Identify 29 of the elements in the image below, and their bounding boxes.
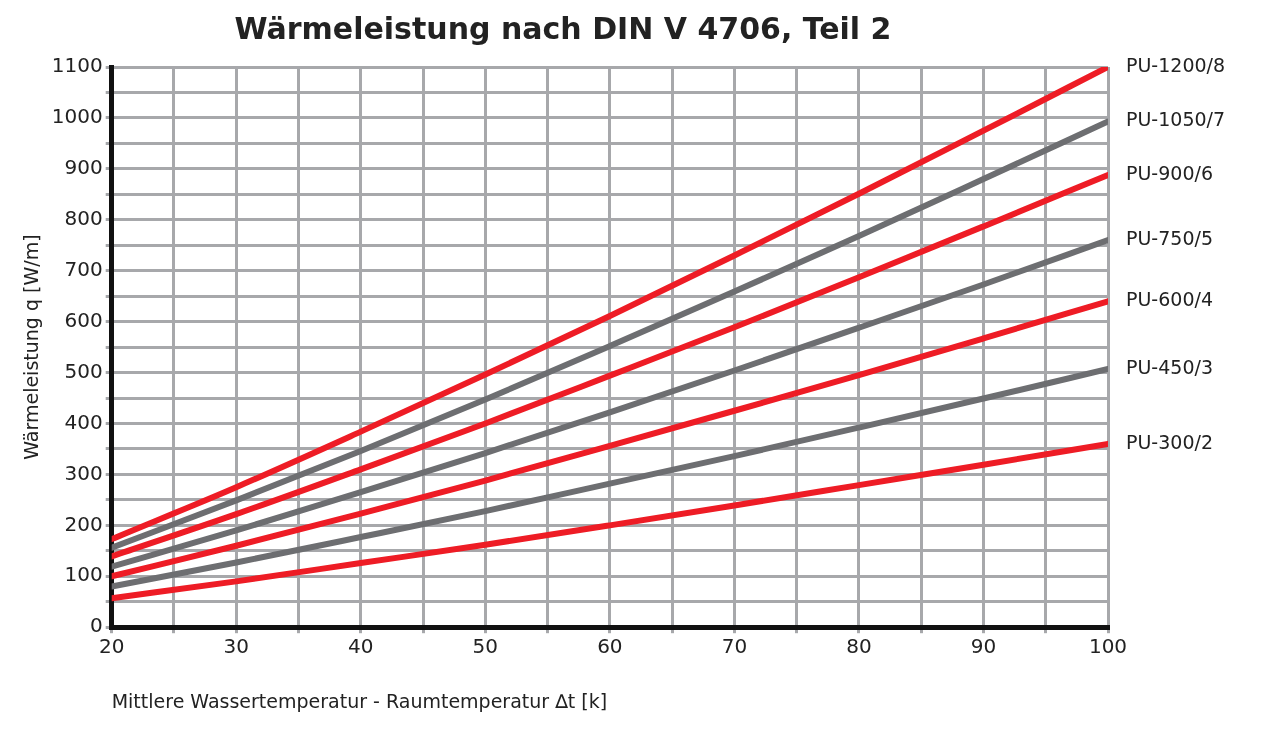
x-tick-label: 100 bbox=[1088, 634, 1128, 659]
y-tick-label: 1100 bbox=[51, 53, 103, 78]
y-tick-label: 900 bbox=[64, 155, 103, 180]
series-label: PU-1200/8 bbox=[1126, 53, 1226, 76]
x-tick-label: 40 bbox=[348, 634, 374, 659]
y-tick-label: 600 bbox=[64, 307, 103, 332]
y-tick-label: 400 bbox=[64, 409, 103, 434]
chart-title: Wärmeleistung nach DIN V 4706, Teil 2 bbox=[234, 10, 892, 46]
x-tick-label: 50 bbox=[472, 634, 499, 659]
x-tick-label: 90 bbox=[970, 634, 997, 659]
series-label: PU-450/3 bbox=[1126, 355, 1213, 378]
series-label: PU-300/2 bbox=[1126, 430, 1213, 453]
y-tick-label: 100 bbox=[64, 562, 103, 587]
x-tick-label: 60 bbox=[597, 634, 623, 659]
y-tick-label: 200 bbox=[64, 511, 103, 536]
y-tick-label: 700 bbox=[64, 256, 103, 281]
series-label: PU-750/5 bbox=[1126, 227, 1213, 250]
y-tick-label: 300 bbox=[64, 460, 103, 485]
y-tick-label: 1000 bbox=[51, 104, 103, 129]
y-axis-title: Wärmeleistung q [W/m] bbox=[20, 234, 43, 460]
x-tick-label: 30 bbox=[223, 634, 249, 659]
y-tick-label: 800 bbox=[64, 205, 103, 230]
x-tick-label: 70 bbox=[721, 634, 748, 659]
series-label: PU-1050/7 bbox=[1126, 108, 1226, 131]
x-tick-label: 80 bbox=[846, 634, 872, 659]
series-label: PU-900/6 bbox=[1126, 161, 1213, 184]
series-label: PU-600/4 bbox=[1126, 288, 1213, 311]
y-tick-label: 500 bbox=[64, 358, 103, 383]
x-axis-title: Mittlere Wassertemperatur - Raumtemperatur ∆t [k] bbox=[111, 689, 608, 712]
